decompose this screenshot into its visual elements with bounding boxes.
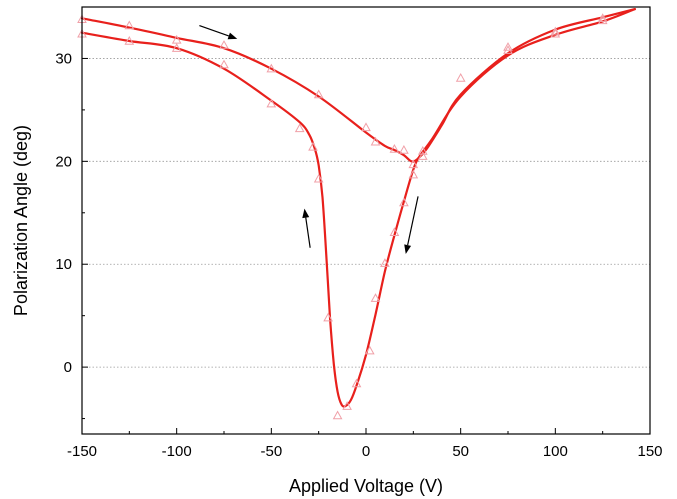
data-point bbox=[323, 312, 333, 322]
data-point bbox=[124, 35, 135, 45]
fit-curve bbox=[80, 8, 636, 163]
x-tick-label: -150 bbox=[67, 443, 97, 460]
data-point bbox=[503, 42, 513, 51]
x-tick-label: -50 bbox=[260, 443, 282, 460]
data-point bbox=[408, 169, 419, 179]
data-point bbox=[342, 401, 352, 410]
direction-arrow-shaft bbox=[305, 217, 311, 248]
data-point bbox=[171, 43, 182, 52]
x-tick-label: 0 bbox=[362, 443, 370, 460]
data-point bbox=[294, 123, 305, 133]
direction-arrow-head bbox=[404, 244, 412, 254]
data-point bbox=[455, 72, 466, 82]
direction-arrow-head bbox=[302, 208, 310, 219]
data-point bbox=[380, 258, 390, 267]
fit-curve bbox=[80, 8, 636, 408]
data-point bbox=[266, 98, 277, 108]
plot-frame bbox=[81, 6, 651, 435]
data-point bbox=[389, 143, 400, 153]
direction-arrow-shaft bbox=[407, 196, 419, 246]
data-point bbox=[313, 173, 324, 183]
data-point bbox=[364, 345, 375, 355]
y-tick-label: 0 bbox=[64, 359, 72, 376]
data-point bbox=[399, 197, 409, 207]
y-tick-label: 20 bbox=[55, 153, 72, 170]
data-point bbox=[417, 151, 428, 160]
data-point bbox=[351, 378, 362, 388]
y-tick-label: 10 bbox=[55, 256, 72, 273]
data-point bbox=[597, 13, 608, 22]
grid-lines bbox=[82, 58, 650, 368]
axis-ticks: -150 -100 -50 0 50 100 150 0 10 20 30 bbox=[55, 6, 663, 460]
x-tick-label: -100 bbox=[162, 443, 192, 460]
data-point bbox=[550, 26, 561, 36]
x-axis-label: Applied Voltage (V) bbox=[289, 476, 443, 496]
data-point bbox=[313, 89, 324, 99]
data-point bbox=[417, 145, 428, 155]
y-axis-label: Polarization Angle (deg) bbox=[11, 125, 31, 316]
x-tick-label: 50 bbox=[452, 443, 469, 460]
data-point bbox=[408, 159, 419, 169]
data-point bbox=[399, 144, 409, 154]
data-point bbox=[389, 227, 400, 236]
data-point bbox=[550, 28, 561, 38]
fitted-curves bbox=[80, 8, 636, 408]
data-point bbox=[171, 34, 182, 44]
direction-arrow-shaft bbox=[199, 24, 229, 37]
x-tick-label: 100 bbox=[543, 443, 568, 460]
data-point bbox=[219, 59, 229, 69]
data-point bbox=[361, 122, 371, 132]
x-tick-label: 150 bbox=[637, 443, 662, 460]
data-point bbox=[308, 141, 318, 151]
data-point bbox=[370, 293, 381, 302]
data-point bbox=[503, 45, 513, 54]
data-point bbox=[219, 40, 229, 49]
y-tick-label: 30 bbox=[55, 50, 72, 67]
data-point bbox=[266, 63, 277, 73]
direction-arrow-head bbox=[227, 32, 238, 40]
data-point bbox=[370, 136, 381, 146]
data-point bbox=[124, 20, 135, 30]
direction-arrows bbox=[199, 24, 419, 254]
data-point bbox=[332, 410, 343, 420]
data-markers bbox=[77, 13, 608, 420]
data-point bbox=[597, 15, 608, 25]
